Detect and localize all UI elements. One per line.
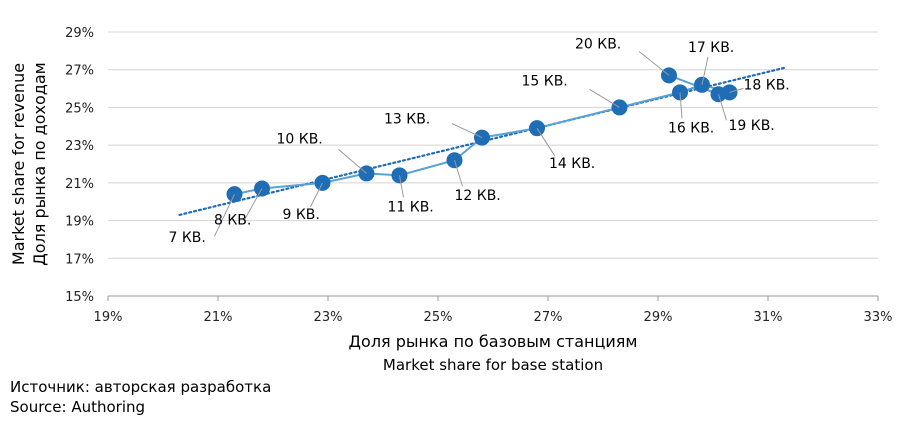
data-label: 16 КВ. [668,120,714,136]
data-label: 14 КВ. [549,156,595,172]
x-tick-label: 21% [204,310,233,325]
data-label-leader [243,188,263,221]
x-tick-label: 25% [424,310,453,325]
data-label: 15 КВ. [522,73,568,89]
y-axis-title-line2: Доля рынка по доходам [30,62,49,265]
data-label: 8 КВ. [214,213,251,229]
data-label-leader [338,149,367,174]
data-label-leader [399,175,404,198]
axis-layer: 15% 17% 19% 21% 23% 25% 27% 29% 19% 21% 23% 25% 27% 2… [65,26,892,325]
x-axis-subtitle: Market share for base station [383,356,603,374]
grid-layer [108,31,878,297]
y-tick-label: 23% [65,139,94,154]
scatter-chart: 15% 17% 19% 21% 23% 25% 27% 29% 19% 21% 23% 25% 27% 2… [9,26,892,374]
y-tick-label: 19% [65,215,94,230]
x-tick-label: 27% [534,310,563,325]
source-line-1: Источник: авторская разработка [10,378,272,396]
y-tick-label: 15% [65,290,94,305]
data-label: 10 КВ. [277,131,323,147]
data-label-leader [718,94,727,121]
series-layer [226,67,738,203]
x-tick-label: 19% [94,310,123,325]
data-label-leader [214,193,235,237]
data-label: 18 КВ. [744,77,790,93]
y-axis-title-line1: Market share for revenue [9,63,28,265]
data-label-leader [638,50,670,76]
source-line-2: Source: Authoring [10,398,146,416]
data-label: 11 КВ. [388,199,434,215]
data-label: 19 КВ. [729,118,775,134]
data-label: 9 КВ. [283,207,320,223]
data-label: 7 КВ. [169,230,206,246]
data-label-leader [729,87,744,93]
label-layer: 7 КВ. 8 КВ. 9 КВ. 10 КВ. 11 КВ. 12 КВ. 13 КВ. 1… [169,36,790,246]
y-tick-label: 27% [65,64,94,79]
data-label-leader [679,92,683,119]
data-label: 13 КВ. [384,112,430,128]
data-label: 20 КВ. [575,36,621,52]
y-tick-label: 25% [65,101,94,116]
data-label: 12 КВ. [455,188,501,204]
data-label-leader [589,88,620,108]
data-point [529,120,545,137]
data-label-leader [451,123,483,139]
data-label-leader [536,127,556,157]
y-tick-label: 17% [65,252,94,267]
data-label-leader [701,56,709,85]
x-tick-label: 33% [864,310,893,325]
x-tick-label: 23% [314,310,343,325]
y-tick-label: 21% [65,177,94,192]
data-label-leader [454,160,463,187]
data-label-leader [310,182,323,208]
x-axis-title: Доля рынка по базовым станциям [349,332,638,351]
y-tick-label: 29% [65,26,94,41]
x-tick-label: 29% [644,310,673,325]
x-tick-label: 31% [754,310,783,325]
data-label: 17 КВ. [688,40,734,56]
